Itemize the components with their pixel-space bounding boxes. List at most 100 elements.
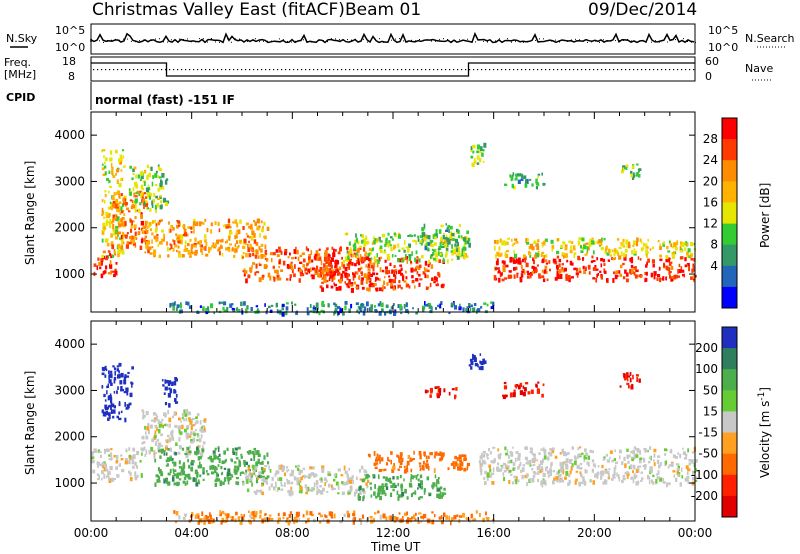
vel-pixel [106,385,108,389]
power-pixel [218,239,221,242]
power-pixel [260,243,264,247]
vel-pixel [110,373,113,379]
power-pixel [325,264,329,270]
power-pixel [556,255,560,259]
power-pixel [361,303,364,306]
nsearch-point [295,40,296,42]
nsearch-point [359,40,360,42]
nsearch-point [151,40,152,41]
vel-pixel [192,477,196,482]
power-pixel [164,179,168,185]
power-pixel [388,240,391,245]
vel-pixel [587,463,590,467]
power-pixel [140,194,142,199]
vel-pixel [455,387,458,391]
vel-pixel [220,472,223,476]
power-pixel [280,269,284,272]
vel-pixel [258,489,262,493]
power-pixel [563,255,565,259]
vel-pixel [101,385,104,389]
vel-pixel [200,452,204,458]
power-pixel [403,280,407,283]
vel-pixel [135,465,138,469]
power-pixel [457,229,460,234]
nave-point [313,69,315,71]
vel-pixel [419,485,421,489]
power-pixel [344,256,348,261]
vel-pixel [490,473,493,478]
nave-point [281,69,283,71]
vel-pixel [127,461,130,464]
power-pixel [144,235,148,239]
vel-pixel [531,458,535,462]
power-pixel [111,270,115,273]
vel-pixel [313,473,316,478]
power-pixel [333,302,336,306]
vel-pixel [360,465,364,470]
vel-pixel [669,449,673,454]
vel-pixel [198,519,202,522]
power-pixel [347,281,351,285]
vel-pixel [343,465,346,471]
power-pixel [234,219,238,224]
power-pixel [206,227,209,233]
vel-pixel [393,516,397,520]
power-pixel [375,272,379,275]
power-pixel [501,278,505,282]
power-pixel [443,243,447,248]
power-pixel [604,250,607,255]
vel-pixel [517,466,520,470]
vel-pixel [673,474,675,478]
power-pixel [172,239,174,242]
vel-pixel [271,517,274,522]
power-pixel [421,238,424,244]
power-pixel [415,259,419,264]
power-pixel [378,257,381,262]
nave-point [621,69,623,71]
power-pixel [542,241,546,246]
power-pixel [261,228,264,233]
power-pixel [312,306,316,311]
power-pixel [120,218,123,223]
power-pixel [380,302,384,308]
power-pixel [457,246,461,252]
power-pixel [108,213,111,217]
vel-pixel [289,511,292,515]
power-pixel [349,247,352,250]
power-pixel [140,220,144,226]
power-pixel [584,253,588,256]
power-pixel [223,309,227,312]
power-pixel [285,306,289,311]
vel-pixel [290,486,293,491]
nave-point [253,69,255,71]
power-pixel [110,241,114,246]
vel-pixel [664,448,667,452]
power-pixel [657,240,660,243]
vel-pixel [626,472,630,476]
power-pixel [393,244,397,249]
power-pixel [135,201,137,206]
vel-pixel [488,448,490,452]
vel-pixel [485,511,487,516]
power-colorbar-swatch [722,181,737,203]
power-ylabel: Slant Range [km] [23,161,37,265]
power-pixel [100,258,104,262]
vel-pixel [206,516,210,519]
vel-pixel [410,468,413,473]
vel-pixel [178,417,181,421]
vel-pixel [359,485,362,491]
vel-pixel [544,466,547,472]
vel-pixel [309,466,313,470]
power-pixel [359,247,362,250]
vel-pixel [504,446,507,451]
vel-pixel [687,448,689,453]
power-pixel [385,269,389,275]
power-pixel [423,223,426,229]
vel-pixel [171,437,175,441]
vel-pixel [584,448,587,451]
power-pixel [113,231,117,236]
power-pixel [176,237,179,243]
nsearch-point [227,38,228,40]
power-pixel [334,260,337,265]
